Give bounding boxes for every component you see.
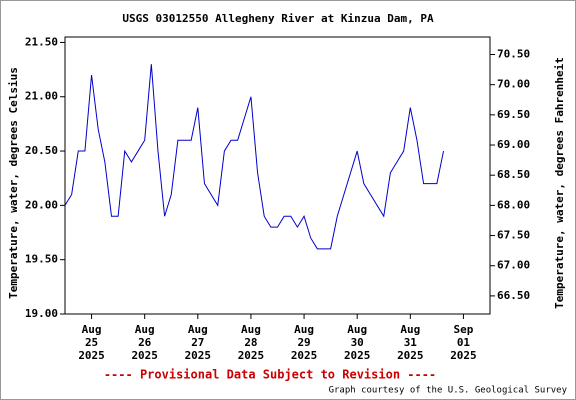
- x-tick-label: 2025: [78, 349, 105, 362]
- y2-tick-label: 70.50: [497, 48, 530, 61]
- x-tick-label: Aug: [241, 323, 261, 336]
- y2-tick-label: 69.50: [497, 108, 530, 121]
- y-tick-label: 19.00: [25, 307, 58, 320]
- x-tick-label: 2025: [450, 349, 477, 362]
- x-tick-label: Aug: [135, 323, 155, 336]
- x-tick-label: 27: [191, 336, 204, 349]
- x-tick-label: 31: [404, 336, 418, 349]
- y2-tick-label: 66.50: [497, 289, 530, 302]
- x-tick-label: 25: [85, 336, 98, 349]
- x-tick-label: 2025: [397, 349, 424, 362]
- x-tick-label: 2025: [131, 349, 158, 362]
- y2-tick-label: 68.50: [497, 168, 530, 181]
- y-tick-label: 21.00: [25, 90, 58, 103]
- y2-tick-label: 67.00: [497, 259, 530, 272]
- y2-tick-label: 68.00: [497, 198, 530, 211]
- x-tick-label: Sep: [454, 323, 474, 336]
- x-tick-label: Aug: [400, 323, 420, 336]
- x-tick-label: 2025: [185, 349, 212, 362]
- x-tick-label: Aug: [188, 323, 208, 336]
- y-tick-label: 20.00: [25, 198, 58, 211]
- y-axis-label: Temperature, water, degrees Celsius: [7, 67, 20, 299]
- credit-note: Graph courtesy of the U.S. Geological Su…: [329, 386, 568, 396]
- y2-tick-label: 70.00: [497, 78, 530, 91]
- x-tick-label: Aug: [82, 323, 102, 336]
- x-tick-label: 2025: [238, 349, 265, 362]
- provisional-note: ---- Provisional Data Subject to Revisio…: [104, 368, 436, 382]
- x-tick-label: 28: [244, 336, 257, 349]
- x-tick-label: 2025: [291, 349, 318, 362]
- y-tick-label: 19.50: [25, 253, 58, 266]
- y-tick-label: 21.50: [25, 35, 58, 48]
- x-tick-label: 29: [297, 336, 310, 349]
- x-tick-label: 30: [351, 336, 364, 349]
- x-tick-label: 26: [138, 336, 152, 349]
- x-tick-label: Aug: [347, 323, 367, 336]
- y2-tick-label: 69.00: [497, 138, 530, 151]
- y2-tick-label: 67.50: [497, 229, 530, 242]
- x-tick-label: 2025: [344, 349, 371, 362]
- chart-title: USGS 03012550 Allegheny River at Kinzua …: [122, 12, 434, 25]
- y2-axis-label: Temperature, water, degrees Fahrenheit: [553, 57, 566, 309]
- x-tick-label: Aug: [294, 323, 314, 336]
- data-line: [64, 64, 445, 250]
- y-tick-label: 20.50: [25, 144, 58, 157]
- x-tick-label: 01: [457, 336, 471, 349]
- plot-area: [64, 36, 491, 315]
